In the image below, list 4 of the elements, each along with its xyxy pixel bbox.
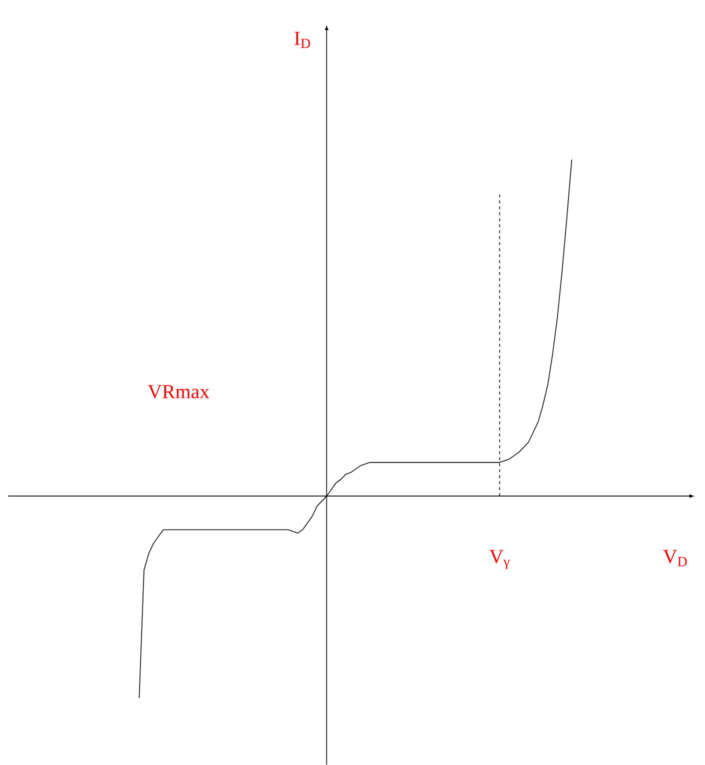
text: I$_{D}$ — [294, 32, 310, 48]
x-axis-title: V$_{D}$ — [663, 550, 687, 566]
annotation: V$_{γ}$ — [490, 550, 510, 570]
annotation: VRmax — [148, 385, 210, 398]
